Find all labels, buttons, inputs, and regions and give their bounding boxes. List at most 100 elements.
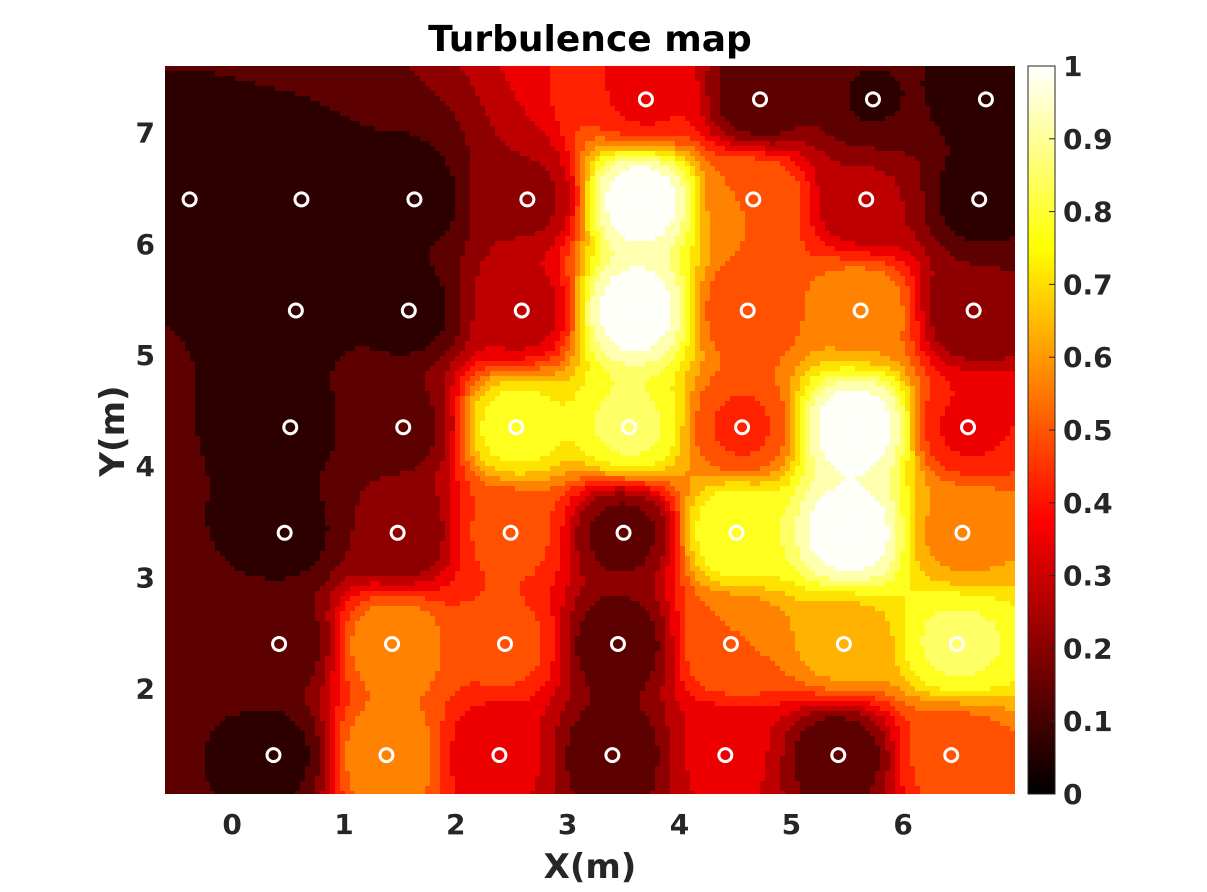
contour-cell — [710, 76, 716, 82]
contour-cell — [325, 176, 331, 182]
contour-cell — [760, 66, 766, 72]
contour-cell — [220, 116, 226, 122]
contour-cell — [985, 96, 991, 102]
contour-cell — [345, 86, 351, 92]
contour-cell — [735, 121, 741, 127]
contour-cell — [275, 156, 281, 162]
contour-cell — [710, 101, 716, 107]
contour-cell — [995, 81, 1001, 87]
contour-cell — [235, 66, 241, 72]
contour-cell — [630, 181, 636, 187]
contour-cell — [575, 186, 581, 192]
contour-cell — [640, 111, 646, 117]
contour-cell — [815, 131, 821, 137]
contour-cell — [790, 116, 796, 122]
contour-cell — [665, 131, 671, 137]
contour-cell — [560, 76, 566, 82]
contour-cell — [240, 81, 246, 87]
contour-cell — [400, 126, 406, 132]
contour-cell — [175, 101, 181, 107]
contour-cell — [445, 176, 451, 182]
contour-cell — [810, 91, 816, 97]
contour-cell — [620, 161, 626, 167]
contour-cell — [330, 101, 336, 107]
contour-cell — [435, 106, 441, 112]
contour-cell — [205, 151, 211, 157]
contour-cell — [845, 141, 851, 147]
contour-cell — [450, 121, 456, 127]
contour-cell — [170, 161, 176, 167]
contour-cell — [785, 76, 791, 82]
contour-cell — [770, 166, 776, 172]
contour-cell — [815, 116, 821, 122]
contour-cell — [335, 131, 341, 137]
contour-cell — [385, 76, 391, 82]
contour-cell — [720, 166, 726, 172]
contour-cell — [850, 176, 856, 182]
contour-cell — [465, 136, 471, 142]
contour-cell — [670, 121, 676, 127]
contour-cell — [665, 136, 671, 142]
contour-cell — [265, 161, 271, 167]
contour-cell — [165, 166, 171, 172]
contour-cell — [390, 186, 396, 192]
contour-cell — [200, 186, 206, 192]
contour-cell — [920, 116, 926, 122]
contour-cell — [895, 141, 901, 147]
contour-cell — [465, 86, 471, 92]
contour-cell — [660, 86, 666, 92]
contour-cell — [265, 151, 271, 157]
contour-cell — [680, 136, 686, 142]
contour-cell — [960, 101, 966, 107]
contour-cell — [890, 166, 896, 172]
contour-cell — [650, 106, 656, 112]
contour-cell — [430, 121, 436, 127]
contour-cell — [980, 126, 986, 132]
contour-cell — [525, 136, 531, 142]
contour-cell — [435, 166, 441, 172]
contour-cell — [975, 121, 981, 127]
contour-cell — [705, 121, 711, 127]
contour-cell — [355, 116, 361, 122]
contour-cell — [615, 136, 621, 142]
contour-cell — [775, 136, 781, 142]
contour-cell — [710, 116, 716, 122]
contour-cell — [720, 151, 726, 157]
contour-cell — [460, 116, 466, 122]
contour-cell — [965, 66, 971, 72]
contour-cell — [325, 136, 331, 142]
contour-cell — [365, 126, 371, 132]
contour-cell — [225, 106, 231, 112]
contour-cell — [805, 71, 811, 77]
contour-cell — [190, 76, 196, 82]
contour-cell — [1005, 176, 1011, 182]
contour-cell — [610, 166, 616, 172]
contour-cell — [595, 156, 601, 162]
contour-cell — [965, 111, 971, 117]
contour-cell — [270, 66, 276, 72]
contour-cell — [545, 156, 551, 162]
contour-cell — [460, 151, 466, 157]
contour-cell — [685, 96, 691, 102]
contour-cell — [520, 146, 526, 152]
contour-cell — [465, 71, 471, 77]
contour-cell — [230, 66, 236, 72]
contour-cell — [700, 106, 706, 112]
contour-cell — [555, 111, 561, 117]
contour-cell — [830, 101, 836, 107]
contour-cell — [245, 106, 251, 112]
contour-cell — [895, 86, 901, 92]
contour-cell — [975, 86, 981, 92]
contour-cell — [830, 76, 836, 82]
contour-cell — [250, 116, 256, 122]
contour-cell — [505, 76, 511, 82]
contour-cell — [935, 81, 941, 87]
contour-cell — [310, 186, 316, 192]
contour-cell — [975, 171, 981, 177]
contour-cell — [575, 146, 581, 152]
contour-cell — [625, 66, 631, 72]
contour-cell — [430, 116, 436, 122]
contour-cell — [640, 136, 646, 142]
contour-cell — [905, 146, 911, 152]
contour-cell — [515, 81, 521, 87]
